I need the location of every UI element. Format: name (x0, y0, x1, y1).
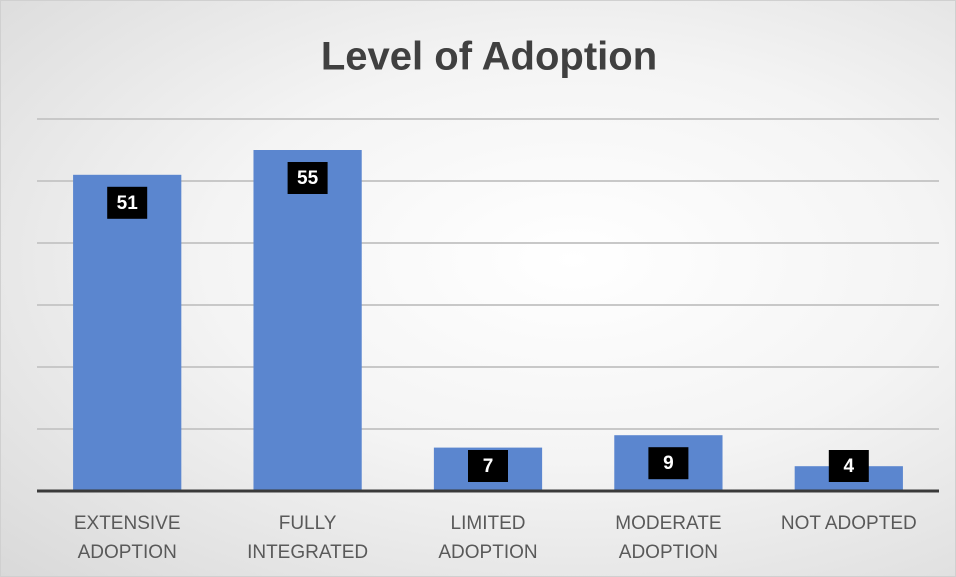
bar (73, 174, 182, 492)
data-label: 4 (844, 456, 855, 477)
x-tick-label: EXTENSIVE ADOPTION (73, 513, 181, 563)
data-label-box (648, 447, 689, 480)
bar (253, 150, 362, 491)
data-label: 55 (297, 168, 319, 189)
data-label-box (828, 450, 869, 482)
x-tick-label: MODERATE ADOPTION (615, 513, 722, 563)
x-tick-label: LIMITED ADOPTION (438, 513, 538, 563)
data-label-box (468, 450, 508, 482)
data-label-box (107, 186, 148, 219)
data-label-box (287, 162, 328, 194)
data-label: 51 (117, 193, 139, 214)
x-tick-label: NOT ADOPTED (780, 513, 917, 534)
x-tick-label: FULLY INTEGRATED (247, 513, 369, 563)
data-label: 9 (663, 453, 674, 474)
data-label: 7 (483, 456, 494, 477)
chart-title: Level of Adoption (321, 35, 657, 79)
